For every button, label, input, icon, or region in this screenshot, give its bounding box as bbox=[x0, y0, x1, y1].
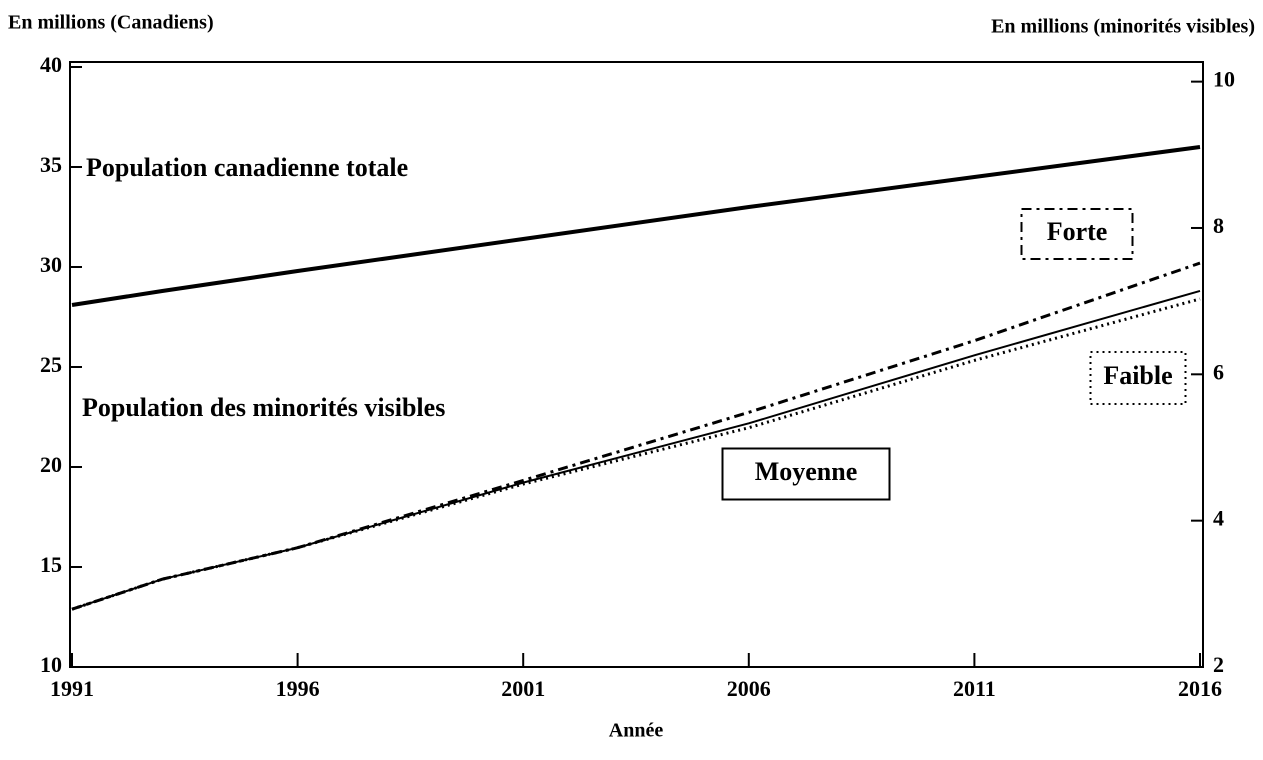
legend-box bbox=[1089, 351, 1187, 405]
x-tick-label: 2011 bbox=[953, 676, 996, 701]
x-tick-label: 2016 bbox=[1178, 676, 1222, 701]
series-line bbox=[71, 261, 1201, 611]
legend-label: Forte bbox=[1047, 217, 1108, 246]
y-tick-label: 35 bbox=[40, 152, 62, 177]
series-line bbox=[71, 145, 1201, 307]
y2-axis-label: En millions (minorités visibles) bbox=[991, 16, 1255, 38]
y-tick-label: 25 bbox=[40, 352, 62, 377]
plot-frame bbox=[69, 61, 1204, 668]
y2-tick-label: 8 bbox=[1213, 213, 1224, 238]
y2-tick-label: 4 bbox=[1213, 506, 1224, 531]
y-tick-label: 10 bbox=[40, 652, 62, 677]
x-tick-label: 1991 bbox=[50, 676, 94, 701]
x-tick-label: 2006 bbox=[727, 676, 771, 701]
y-tick-label: 30 bbox=[40, 252, 62, 277]
series-line bbox=[71, 289, 1201, 611]
y2-tick-label: 2 bbox=[1213, 652, 1224, 677]
y-tick-label: 40 bbox=[40, 52, 62, 77]
y-tick-label: 15 bbox=[40, 552, 62, 577]
legend-label: Faible bbox=[1103, 361, 1172, 390]
legend-label: Moyenne bbox=[755, 457, 858, 486]
y-axis-label: En millions (Canadiens) bbox=[8, 12, 214, 34]
x-tick-label: 2001 bbox=[501, 676, 545, 701]
legend-label: Population canadienne totale bbox=[86, 153, 408, 182]
x-tick-label: 1996 bbox=[276, 676, 320, 701]
legend-box bbox=[721, 447, 891, 501]
legend-box bbox=[1020, 208, 1134, 260]
y2-tick-label: 10 bbox=[1213, 67, 1235, 92]
annotation: Population des minorités visibles bbox=[82, 393, 445, 422]
series-line bbox=[71, 297, 1201, 611]
y2-tick-label: 6 bbox=[1213, 359, 1224, 384]
x-axis-label: Année bbox=[609, 720, 664, 742]
y-tick-label: 20 bbox=[40, 452, 62, 477]
